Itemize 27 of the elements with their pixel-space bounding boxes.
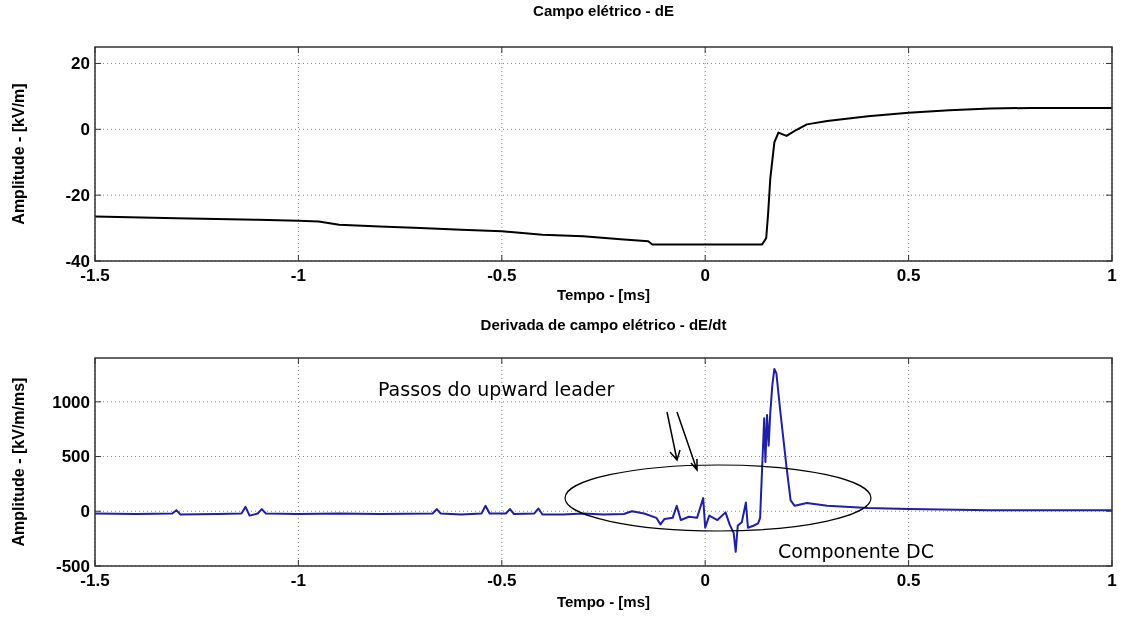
annotation: Componente DC	[778, 540, 934, 562]
x-tick-label: -1.5	[80, 571, 110, 590]
x-tick-label: -0.5	[487, 571, 517, 590]
x-tick-label: 1	[1107, 266, 1117, 285]
chart-title: Campo elétrico - dE	[533, 2, 674, 19]
x-tick-label: 0	[700, 266, 710, 285]
x-tick-label: 0.5	[896, 266, 921, 285]
annotation: Passos do upward leader	[378, 378, 615, 400]
y-tick-label: 500	[61, 447, 90, 467]
x-axis-title: Tempo - [ms]	[556, 286, 651, 303]
x-tick-label: -1.5	[80, 266, 110, 285]
x-tick-label: 0.5	[896, 571, 921, 590]
x-tick-label: -0.5	[487, 266, 517, 285]
line-series	[94, 106, 1113, 246]
x-tick-label: -1	[290, 571, 306, 590]
x-tick-label: 0	[700, 571, 710, 590]
y-tick-label: 0	[80, 120, 90, 140]
y-tick-label: -20	[65, 186, 90, 206]
y-axis-title: Amplitude - [kV/m/ms]	[10, 377, 27, 547]
y-axis-title: Amplitude - [kV/m]	[10, 83, 27, 225]
y-tick-label: 0	[80, 502, 90, 522]
x-axis-title: Tempo - [ms]	[556, 593, 651, 610]
y-tick-label: 1000	[52, 392, 90, 412]
x-tick-label: 1	[1107, 571, 1117, 590]
x-tick-label: -1	[290, 266, 306, 285]
y-tick-label: 20	[71, 54, 90, 74]
chart-title: Derivada de campo elétrico - dE/dt	[480, 316, 727, 333]
